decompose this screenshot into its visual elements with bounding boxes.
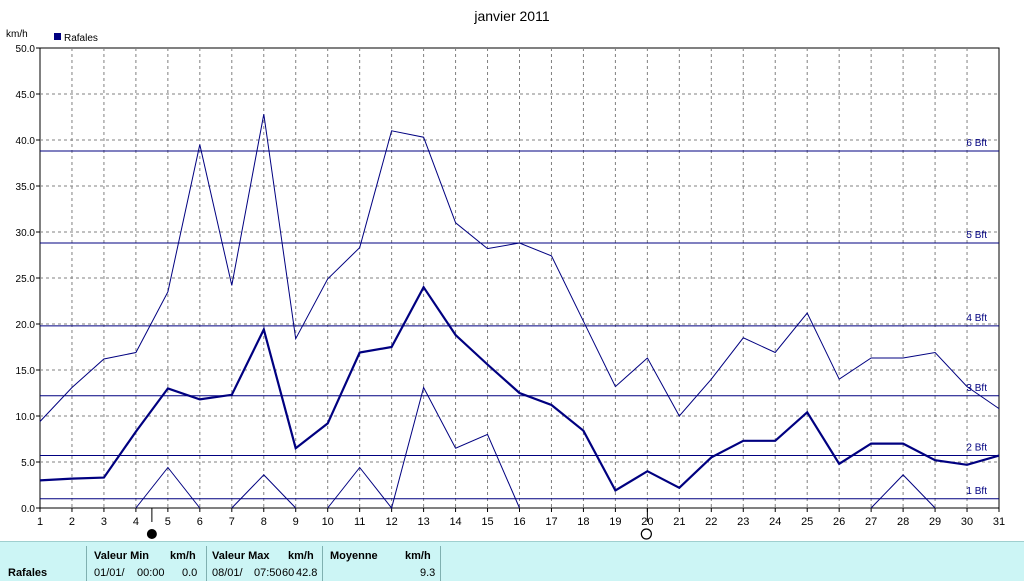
series-line-min: [135, 466, 201, 509]
x-tick-label: 11: [354, 516, 365, 528]
x-tick-label: 8: [261, 516, 267, 528]
min-time: 00:00: [137, 567, 165, 579]
max-extra: 60: [282, 567, 295, 579]
series-line-max: [39, 114, 1000, 422]
x-tick-label: 3: [101, 516, 107, 528]
stats-row-label: Rafales: [8, 567, 48, 579]
stats-separator: [206, 546, 207, 581]
x-tick-label: 30: [961, 516, 973, 528]
x-tick-label: 23: [737, 516, 749, 528]
beaufort-label: 1 Bft: [966, 486, 987, 497]
chart-title: janvier 2011: [473, 8, 549, 24]
x-tick-label: 1: [37, 516, 43, 528]
stats-separator: [86, 546, 87, 581]
x-tick-label: 17: [545, 516, 557, 528]
x-tick-label: 29: [929, 516, 941, 528]
x-tick-label: 22: [705, 516, 717, 528]
max-value: 42.8: [296, 567, 318, 579]
y-tick-label: 40.0: [16, 136, 36, 147]
x-tick-label: 18: [577, 516, 589, 528]
y-tick-label: 20.0: [16, 320, 36, 331]
x-tick-label: 4: [133, 516, 139, 528]
x-tick-label: 21: [673, 516, 685, 528]
series-line-min: [327, 386, 520, 510]
series-line-min: [870, 474, 936, 509]
y-tick-label: 5.0: [21, 458, 35, 469]
stats-separator: [440, 546, 441, 581]
x-tick-label: 19: [609, 516, 621, 528]
x-tick-label: 26: [833, 516, 845, 528]
min-header: Valeur Min: [94, 550, 150, 562]
x-tick-label: 28: [897, 516, 909, 528]
x-tick-label: 14: [449, 516, 461, 528]
stats-separator: [322, 546, 323, 581]
stats-footer: Rafales Valeur Min km/h 01/01/ 00:00 0.0…: [0, 541, 1024, 581]
max-time: 07:50: [254, 567, 282, 579]
y-tick-label: 10.0: [16, 412, 36, 423]
y-tick-label: 50.0: [16, 44, 36, 55]
series-line-mean: [39, 285, 1000, 493]
min-date: 01/01/: [94, 567, 125, 579]
x-tick-label: 7: [229, 516, 235, 528]
beaufort-label: 3 Bft: [966, 383, 987, 394]
x-tick-label: 9: [293, 516, 299, 528]
x-tick-label: 25: [801, 516, 813, 528]
plot-area: 1 2 3 4 5 6 7 8 9 10 11 12 13 14 15 16 17 18 19 20 21 22 23 24 2…: [16, 44, 1005, 540]
avg-value: 9.3: [420, 567, 436, 579]
x-tick-label: 31: [993, 516, 1005, 528]
x-tick-label: 10: [322, 516, 334, 528]
x-tick-label: 15: [481, 516, 493, 528]
y-tick-label: 0.0: [21, 504, 35, 515]
y-tick-label: 15.0: [16, 366, 36, 377]
beaufort-label: 6 Bft: [966, 138, 987, 149]
full-moon-icon: [640, 528, 652, 540]
avg-header: Moyenne: [330, 550, 378, 562]
beaufort-label: 5 Bft: [966, 230, 987, 241]
x-tick-label: 24: [769, 516, 781, 528]
legend-label-rafales: Rafales: [64, 33, 98, 44]
x-tick-label: 27: [865, 516, 877, 528]
new-moon-icon: [146, 529, 157, 539]
max-unit: km/h: [288, 550, 314, 562]
beaufort-label: 4 Bft: [966, 313, 987, 324]
x-tick-label: 6: [197, 516, 203, 528]
x-tick-label: 13: [417, 516, 429, 528]
y-tick-label: 25.0: [16, 274, 36, 285]
wind-gust-chart: janvier 2011 km/h Rafales 1 2 3 4 5 6 7 8 9 10 11 1…: [6, 8, 1005, 540]
y-axis-unit: km/h: [6, 29, 28, 40]
max-date: 08/01/: [212, 567, 243, 579]
avg-unit: km/h: [405, 550, 431, 562]
x-tick-label: 12: [386, 516, 398, 528]
min-unit: km/h: [170, 550, 196, 562]
x-tick-label: 2: [69, 516, 75, 528]
y-tick-label: 30.0: [16, 228, 36, 239]
series-line-min: [231, 474, 297, 509]
y-tick-label: 35.0: [16, 182, 36, 193]
beaufort-label: 2 Bft: [966, 443, 987, 454]
legend-swatch-rafales: [54, 33, 61, 40]
y-tick-label: 45.0: [16, 90, 36, 101]
x-tick-label: 16: [513, 516, 525, 528]
x-tick-label: 5: [165, 516, 171, 528]
min-value: 0.0: [182, 567, 198, 579]
max-header: Valeur Max: [212, 550, 270, 562]
